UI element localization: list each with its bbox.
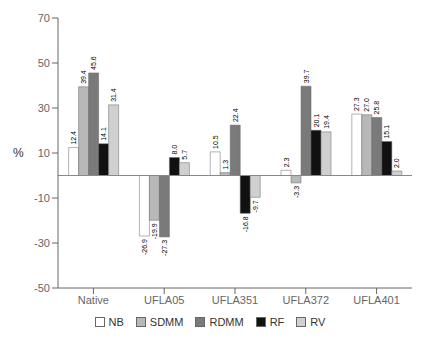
svg-text:-9.7: -9.7	[252, 200, 259, 212]
svg-text:25.8: 25.8	[373, 101, 380, 115]
svg-text:39.7: 39.7	[303, 69, 310, 83]
svg-text:70: 70	[38, 12, 50, 24]
svg-text:15.1: 15.1	[383, 125, 390, 139]
svg-text:-30: -30	[34, 237, 50, 249]
svg-text:-50: -50	[34, 282, 50, 294]
svg-text:39.4: 39.4	[80, 70, 87, 84]
svg-text:10.5: 10.5	[212, 135, 219, 149]
svg-text:30: 30	[38, 102, 50, 114]
svg-text:27.3: 27.3	[353, 97, 360, 111]
svg-text:-10: -10	[34, 192, 50, 204]
svg-text:-27.3: -27.3	[161, 240, 168, 256]
svg-text:Native: Native	[78, 294, 109, 306]
svg-text:-19.9: -19.9	[151, 223, 158, 239]
svg-text:5.7: 5.7	[181, 150, 188, 160]
svg-text:%: %	[13, 146, 24, 160]
svg-text:45.6: 45.6	[90, 56, 97, 70]
svg-text:31.4: 31.4	[110, 88, 117, 102]
svg-text:1.3: 1.3	[222, 160, 229, 170]
html-text:NB: NB	[108, 316, 124, 328]
svg-text:14.1: 14.1	[100, 127, 107, 141]
svg-text:-16.8: -16.8	[242, 216, 249, 232]
svg-text:12.4: 12.4	[70, 131, 77, 145]
html-text:RDMM: RDMM	[209, 316, 244, 328]
html-text:SDMM: SDMM	[149, 316, 184, 328]
svg-text:UFLA05: UFLA05	[144, 294, 184, 306]
svg-text:2.0: 2.0	[393, 158, 400, 168]
svg-text:19.4: 19.4	[323, 115, 330, 129]
html-text:RV: RV	[310, 316, 326, 328]
svg-text:-26.9: -26.9	[141, 239, 148, 255]
svg-text:UFLA372: UFLA372	[283, 294, 329, 306]
svg-text:2.3: 2.3	[283, 157, 290, 167]
svg-text:22.4: 22.4	[232, 108, 239, 122]
html-text:RF: RF	[269, 316, 285, 328]
svg-text:UFLA351: UFLA351	[212, 294, 258, 306]
svg-text:20.1: 20.1	[313, 114, 320, 128]
svg-text:UFLA401: UFLA401	[353, 294, 399, 306]
svg-text:27.0: 27.0	[363, 98, 370, 112]
svg-text:8.0: 8.0	[171, 145, 178, 155]
svg-text:-3.3: -3.3	[293, 186, 300, 198]
svg-text:50: 50	[38, 57, 50, 69]
svg-text:10: 10	[38, 147, 50, 159]
